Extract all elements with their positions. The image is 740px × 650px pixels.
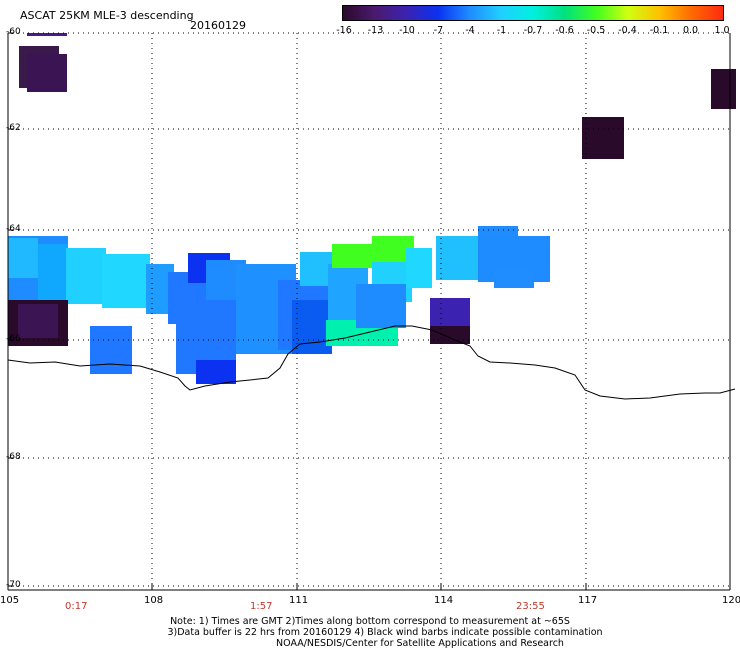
wind-cell: [18, 304, 58, 338]
lat-label-64: -64: [6, 224, 21, 234]
wind-cell: [711, 69, 736, 109]
lat-label-66: -66: [6, 334, 21, 344]
lon-label-108: 108: [144, 595, 164, 606]
wind-cell: [38, 244, 68, 300]
colorbar-tick-label: -0.6: [555, 25, 574, 36]
colorbar-tick-label: -13: [367, 25, 384, 36]
lon-label-105: 105: [0, 595, 20, 606]
colorbar-tick-label: 1.0: [714, 25, 730, 36]
wind-cell: [196, 360, 236, 384]
wind-cell: [8, 238, 38, 278]
wind-cell: [582, 117, 624, 159]
colorbar-tick-label: -1: [496, 25, 507, 36]
lon-label-114: 114: [434, 595, 454, 606]
colorbar-tick-label: -0.7: [523, 25, 543, 36]
coastline: [7, 325, 736, 400]
lat-label-68: -68: [6, 452, 21, 462]
colorbar-tick-label: -4: [465, 25, 475, 36]
lon-label-117: 117: [578, 595, 598, 606]
colorbar-tick-label: 0.0: [682, 25, 699, 36]
lon-label-111: 111: [289, 595, 309, 606]
colorbar: [342, 5, 724, 21]
wind-cell: [406, 248, 432, 288]
colorbar-tick-label: -10: [399, 25, 415, 36]
wind-cell: [430, 326, 470, 344]
time-label-2355: 23:55: [516, 601, 545, 612]
graticule: [7, 32, 731, 591]
wind-cell: [494, 270, 534, 288]
colorbar-tick-label: -16: [336, 25, 352, 36]
colorbar-tick-label: -0.5: [586, 25, 606, 36]
note-line-3: NOAA/NESDIS/Center for Satellite Applica…: [276, 638, 564, 649]
lat-label-60: -60: [6, 27, 21, 37]
wind-cell: [430, 298, 470, 326]
time-label-0157: 1:57: [250, 601, 273, 612]
wind-cell: [356, 284, 406, 328]
title-underline: [27, 33, 67, 36]
lat-label-70: -70: [6, 580, 21, 590]
lat-label-62: -62: [6, 123, 21, 133]
lon-label-120: 120: [722, 595, 740, 606]
wind-cells: [8, 46, 736, 384]
wind-cell: [27, 54, 67, 92]
note-line-2: 3)Data buffer is 22 hrs from 20160129 4)…: [167, 627, 603, 638]
wind-cell: [66, 248, 106, 304]
map-date: 20160129: [190, 19, 246, 32]
note-line-1: Note: 1) Times are GMT 2)Times along bot…: [170, 616, 570, 627]
time-label-0017: 0:17: [65, 601, 88, 612]
map-title: ASCAT 25KM MLE-3 descending: [20, 9, 194, 22]
colorbar-tick-label: -0.4: [618, 25, 637, 36]
wind-cell: [436, 236, 480, 280]
wind-cell: [102, 254, 150, 308]
colorbar-tick-label: -7: [433, 25, 444, 36]
colorbar-tick-label: -0.1: [649, 25, 669, 36]
wind-cell: [90, 326, 132, 374]
wind-cell: [332, 244, 372, 268]
